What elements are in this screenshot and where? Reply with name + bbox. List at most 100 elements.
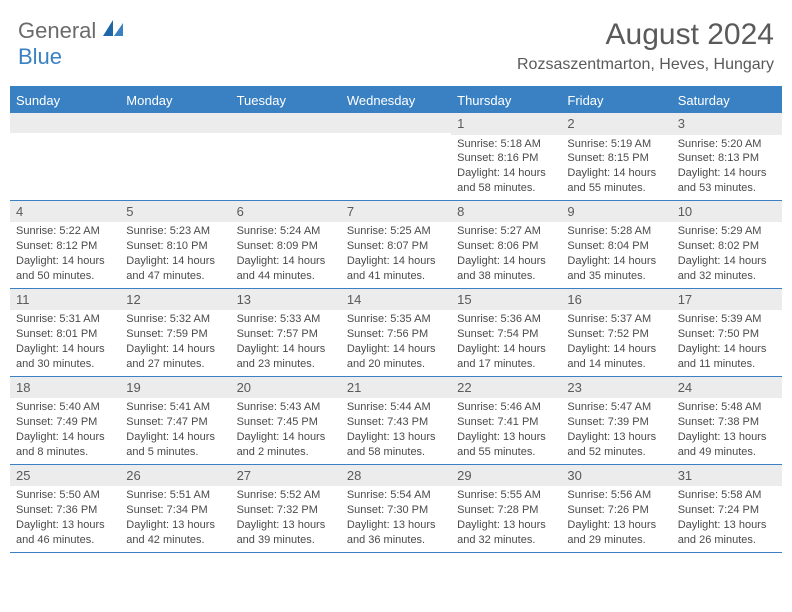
daylight-text: Daylight: 14 hours and 53 minutes. [678,166,776,196]
day-details: Sunrise: 5:37 AMSunset: 7:52 PMDaylight:… [561,310,671,375]
day-number: 29 [451,465,561,487]
sunrise-text: Sunrise: 5:18 AM [457,137,555,152]
sunset-text: Sunset: 8:04 PM [567,239,665,254]
daylight-text: Daylight: 13 hours and 29 minutes. [567,518,665,548]
day-number: 26 [120,465,230,487]
day-details: Sunrise: 5:24 AMSunset: 8:09 PMDaylight:… [231,222,341,287]
sunset-text: Sunset: 7:43 PM [347,415,445,430]
day-details: Sunrise: 5:40 AMSunset: 7:49 PMDaylight:… [10,398,120,463]
day-number: 10 [672,201,782,223]
sunrise-text: Sunrise: 5:27 AM [457,224,555,239]
sunrise-text: Sunrise: 5:24 AM [237,224,335,239]
logo-sail-icon [103,25,125,42]
day-header-tuesday: Tuesday [231,88,341,113]
day-cell: 12Sunrise: 5:32 AMSunset: 7:59 PMDayligh… [120,289,230,376]
sunset-text: Sunset: 7:32 PM [237,503,335,518]
sunrise-text: Sunrise: 5:36 AM [457,312,555,327]
day-number: 17 [672,289,782,311]
day-details: Sunrise: 5:41 AMSunset: 7:47 PMDaylight:… [120,398,230,463]
sunset-text: Sunset: 8:15 PM [567,151,665,166]
day-number: 2 [561,113,671,135]
daylight-text: Daylight: 14 hours and 8 minutes. [16,430,114,460]
sunset-text: Sunset: 8:09 PM [237,239,335,254]
day-cell: 17Sunrise: 5:39 AMSunset: 7:50 PMDayligh… [672,289,782,376]
sunset-text: Sunset: 8:16 PM [457,151,555,166]
sunset-text: Sunset: 7:26 PM [567,503,665,518]
day-number [231,113,341,133]
daylight-text: Daylight: 14 hours and 2 minutes. [237,430,335,460]
sunrise-text: Sunrise: 5:50 AM [16,488,114,503]
sunset-text: Sunset: 7:30 PM [347,503,445,518]
day-cell: 26Sunrise: 5:51 AMSunset: 7:34 PMDayligh… [120,465,230,552]
header: General Blue August 2024 Rozsaszentmarto… [0,0,792,80]
day-cell: 15Sunrise: 5:36 AMSunset: 7:54 PMDayligh… [451,289,561,376]
daylight-text: Daylight: 14 hours and 47 minutes. [126,254,224,284]
sunrise-text: Sunrise: 5:31 AM [16,312,114,327]
day-details: Sunrise: 5:31 AMSunset: 8:01 PMDaylight:… [10,310,120,375]
day-details: Sunrise: 5:56 AMSunset: 7:26 PMDaylight:… [561,486,671,551]
weeks-container: 1 Sunrise: 5:18 AMSunset: 8:16 PM Daylight… [10,113,782,553]
sunrise-text: Sunrise: 5:46 AM [457,400,555,415]
day-header-sunday: Sunday [10,88,120,113]
day-number: 15 [451,289,561,311]
day-details: Sunrise: 5:44 AMSunset: 7:43 PMDaylight:… [341,398,451,463]
day-number [10,113,120,133]
day-cell: 16Sunrise: 5:37 AMSunset: 7:52 PMDayligh… [561,289,671,376]
day-number: 11 [10,289,120,311]
day-details: Sunrise: 5:58 AMSunset: 7:24 PMDaylight:… [672,486,782,551]
day-details: Sunrise: 5:47 AMSunset: 7:39 PMDaylight:… [561,398,671,463]
sunrise-text: Sunrise: 5:22 AM [16,224,114,239]
sunset-text: Sunset: 7:34 PM [126,503,224,518]
day-details: Sunrise: 5:27 AMSunset: 8:06 PMDaylight:… [451,222,561,287]
daylight-text: Daylight: 13 hours and 26 minutes. [678,518,776,548]
day-number: 18 [10,377,120,399]
daylight-text: Daylight: 13 hours and 46 minutes. [16,518,114,548]
daylight-text: Daylight: 14 hours and 55 minutes. [567,166,665,196]
sunrise-text: Sunrise: 5:23 AM [126,224,224,239]
daylight-text: Daylight: 13 hours and 32 minutes. [457,518,555,548]
daylight-text: Daylight: 14 hours and 11 minutes. [678,342,776,372]
day-header-friday: Friday [561,88,671,113]
day-number: 22 [451,377,561,399]
day-details: Sunrise: 5:39 AMSunset: 7:50 PMDaylight:… [672,310,782,375]
day-cell: 27Sunrise: 5:52 AMSunset: 7:32 PMDayligh… [231,465,341,552]
daylight-text: Daylight: 14 hours and 50 minutes. [16,254,114,284]
day-number: 31 [672,465,782,487]
day-details: Sunrise: 5:43 AMSunset: 7:45 PMDaylight:… [231,398,341,463]
day-number: 6 [231,201,341,223]
sunrise-text: Sunrise: 5:37 AM [567,312,665,327]
week-row: 18Sunrise: 5:40 AMSunset: 7:49 PMDayligh… [10,377,782,465]
sunset-text: Sunset: 7:59 PM [126,327,224,342]
day-cell: 25Sunrise: 5:50 AMSunset: 7:36 PMDayligh… [10,465,120,552]
day-details: Sunrise: 5:35 AMSunset: 7:56 PMDaylight:… [341,310,451,375]
day-cell: 29Sunrise: 5:55 AMSunset: 7:28 PMDayligh… [451,465,561,552]
day-cell: 7Sunrise: 5:25 AMSunset: 8:07 PMDaylight… [341,201,451,288]
sunrise-text: Sunrise: 5:43 AM [237,400,335,415]
day-number: 19 [120,377,230,399]
sunrise-text: Sunrise: 5:35 AM [347,312,445,327]
sunrise-text: Sunrise: 5:47 AM [567,400,665,415]
day-cell: 3Sunrise: 5:20 AMSunset: 8:13 PMDaylight… [672,113,782,200]
sunrise-text: Sunrise: 5:32 AM [126,312,224,327]
day-header-row: Sunday Monday Tuesday Wednesday Thursday… [10,88,782,113]
day-number: 9 [561,201,671,223]
daylight-text: Daylight: 14 hours and 17 minutes. [457,342,555,372]
daylight-text: Daylight: 13 hours and 49 minutes. [678,430,776,460]
week-row: 1 Sunrise: 5:18 AMSunset: 8:16 PM Daylight… [10,113,782,201]
day-cell: 18Sunrise: 5:40 AMSunset: 7:49 PMDayligh… [10,377,120,464]
calendar: Sunday Monday Tuesday Wednesday Thursday… [10,86,782,553]
sunrise-text: Sunrise: 5:56 AM [567,488,665,503]
day-details: Sunrise: 5:25 AMSunset: 8:07 PMDaylight:… [341,222,451,287]
day-cell: 31Sunrise: 5:58 AMSunset: 7:24 PMDayligh… [672,465,782,552]
day-number: 1 [451,113,561,135]
logo-text-part1: General [18,18,96,43]
daylight-text: Daylight: 14 hours and 23 minutes. [237,342,335,372]
daylight-text: Daylight: 13 hours and 55 minutes. [457,430,555,460]
sunset-text: Sunset: 7:57 PM [237,327,335,342]
day-number: 28 [341,465,451,487]
day-number: 13 [231,289,341,311]
sunset-text: Sunset: 7:41 PM [457,415,555,430]
month-title: August 2024 [517,18,774,52]
day-number: 30 [561,465,671,487]
sunset-text: Sunset: 7:52 PM [567,327,665,342]
